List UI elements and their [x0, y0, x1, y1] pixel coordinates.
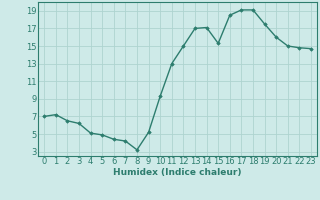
X-axis label: Humidex (Indice chaleur): Humidex (Indice chaleur) [113, 168, 242, 177]
